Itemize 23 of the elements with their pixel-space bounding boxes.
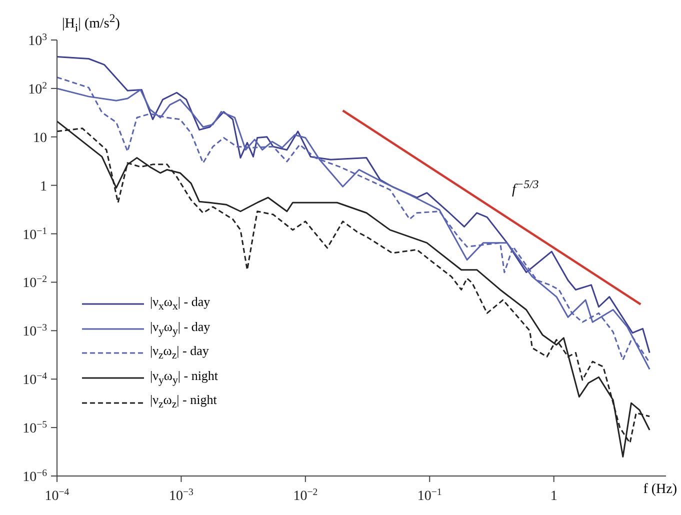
annotation: f$^{−5/3}$ bbox=[512, 178, 539, 199]
y-tick-label: 10$^{−4}$ bbox=[22, 370, 48, 388]
y-tick-label: 10 bbox=[33, 130, 47, 146]
y-tick-label: 10$^{−6}$ bbox=[22, 468, 48, 485]
x-tick-label: 10$^{−1}$ bbox=[417, 486, 442, 504]
x-tick-label: 10$^{−2}$ bbox=[293, 486, 318, 504]
y-tick-label: 10$^{−1}$ bbox=[22, 225, 48, 243]
legend-label: |ν$_{z}$ω$_{z}$| - day bbox=[150, 342, 209, 364]
y-tick-label: 10$^{2}$ bbox=[28, 80, 48, 98]
legend-label: |ν$_{y}$ω$_{y}$| - day bbox=[150, 318, 210, 340]
x-tick-label: 10$^{−4}$ bbox=[44, 486, 70, 504]
y-axis-title: |H$_{i}$| (m/s$^{2}$) bbox=[62, 12, 120, 34]
legend-label: |ν$_{y}$ω$_{y}$| - night bbox=[150, 366, 218, 388]
x-tick-label: 10$^{−3}$ bbox=[168, 486, 194, 504]
y-tick-label: 10$^{−5}$ bbox=[22, 419, 48, 437]
x-tick-label: 1 bbox=[550, 489, 558, 504]
y-tick-label: 10$^{−3}$ bbox=[22, 322, 48, 340]
legend-label: |ν$_{z}$ω$_{z}$| - night bbox=[150, 391, 217, 413]
y-tick-label: 10$^{−2}$ bbox=[22, 274, 48, 292]
legend-label: |ν$_{x}$ω$_{x}$| - day bbox=[150, 293, 210, 315]
y-tick-label: 10$^{3}$ bbox=[28, 32, 48, 49]
y-tick-label: 1 bbox=[40, 179, 47, 194]
x-axis-title: f (Hz) bbox=[643, 482, 677, 498]
